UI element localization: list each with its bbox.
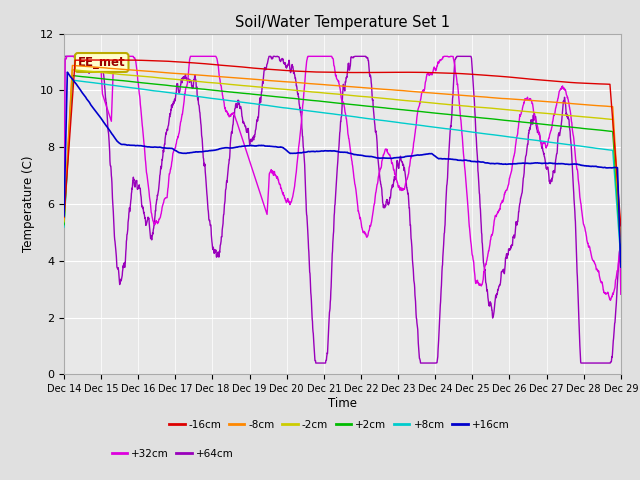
X-axis label: Time: Time	[328, 397, 357, 410]
Legend: +32cm, +64cm: +32cm, +64cm	[108, 444, 238, 463]
Legend: -16cm, -8cm, -2cm, +2cm, +8cm, +16cm: -16cm, -8cm, -2cm, +2cm, +8cm, +16cm	[164, 416, 514, 434]
Title: Soil/Water Temperature Set 1: Soil/Water Temperature Set 1	[235, 15, 450, 30]
Y-axis label: Temperature (C): Temperature (C)	[22, 156, 35, 252]
Text: EE_met: EE_met	[78, 56, 125, 69]
